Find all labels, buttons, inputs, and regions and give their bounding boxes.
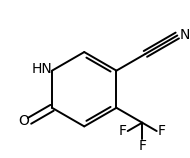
Text: N: N: [180, 28, 190, 42]
Text: F: F: [157, 124, 165, 138]
Text: F: F: [119, 124, 127, 138]
Text: O: O: [18, 114, 29, 128]
Text: HN: HN: [32, 62, 52, 76]
Text: F: F: [138, 139, 146, 153]
